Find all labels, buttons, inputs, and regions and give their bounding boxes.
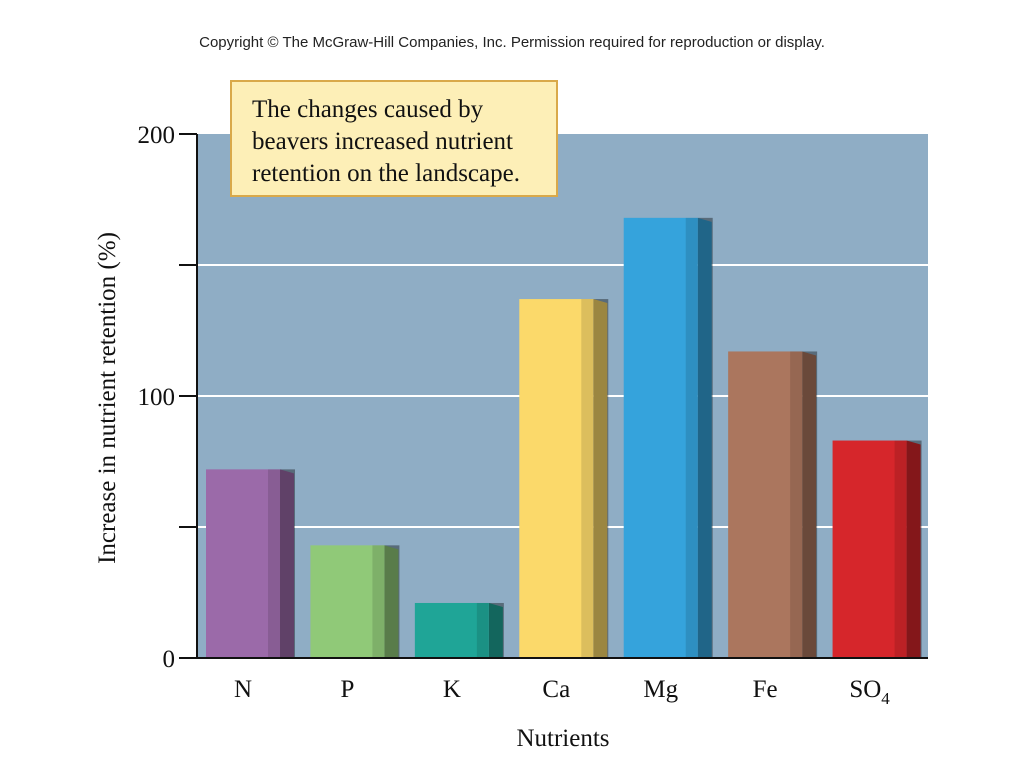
bar-side-shade [802,351,818,658]
bar-side-shade [697,217,713,658]
annotation-callout: The changes caused by beavers increased … [230,80,558,197]
bar-side [488,602,503,658]
y-tick-label: 100 [138,384,176,411]
bar-face [206,469,280,658]
x-tick-label: SO4 [849,676,890,708]
bar-face [519,299,594,658]
bar-side-shade [593,299,609,658]
bar-side [697,217,712,658]
bar-side [906,440,921,658]
bar-Ca [519,299,609,658]
bar-face-shade [581,299,594,658]
bar-face-shade [372,545,385,658]
bar-side [593,299,608,658]
x-tick-label: Fe [753,676,778,703]
bar-face [623,217,698,658]
bar-face [310,545,385,658]
bar-Fe [728,351,818,658]
x-tick-label: Mg [643,676,678,703]
bar-side-shade [280,469,295,658]
bar-face-shade [790,351,803,658]
bar-face-shade [476,602,489,658]
x-tick-label: P [340,676,354,703]
y-tick-label: 0 [163,646,176,673]
bar-side [280,469,294,658]
y-tick-label: 200 [138,122,176,149]
x-axis-title: Nutrients [516,725,609,752]
bar-side-shade [906,440,922,658]
bar-side [802,351,817,658]
bar-Mg [623,217,713,658]
bar-face-shade [894,440,907,658]
x-tick-label: K [443,676,461,703]
bar-face [728,351,803,658]
bar-face [832,440,907,658]
bar-side-shade [384,545,400,658]
bar-side-shade [488,602,504,658]
bar-face [414,602,489,658]
bar-P [310,545,400,658]
bar-N [206,469,295,658]
y-axis-title: Increase in nutrient retention (%) [94,232,121,564]
bar-face-shade [685,217,698,658]
x-tick-label: Ca [542,676,570,703]
bar-K [414,602,504,658]
bar-SO4 [832,440,922,658]
x-tick-label: N [234,676,252,703]
bar-side [384,545,399,658]
copyright-notice: Copyright © The McGraw-Hill Companies, I… [199,34,825,51]
bar-face-shade [268,469,280,658]
